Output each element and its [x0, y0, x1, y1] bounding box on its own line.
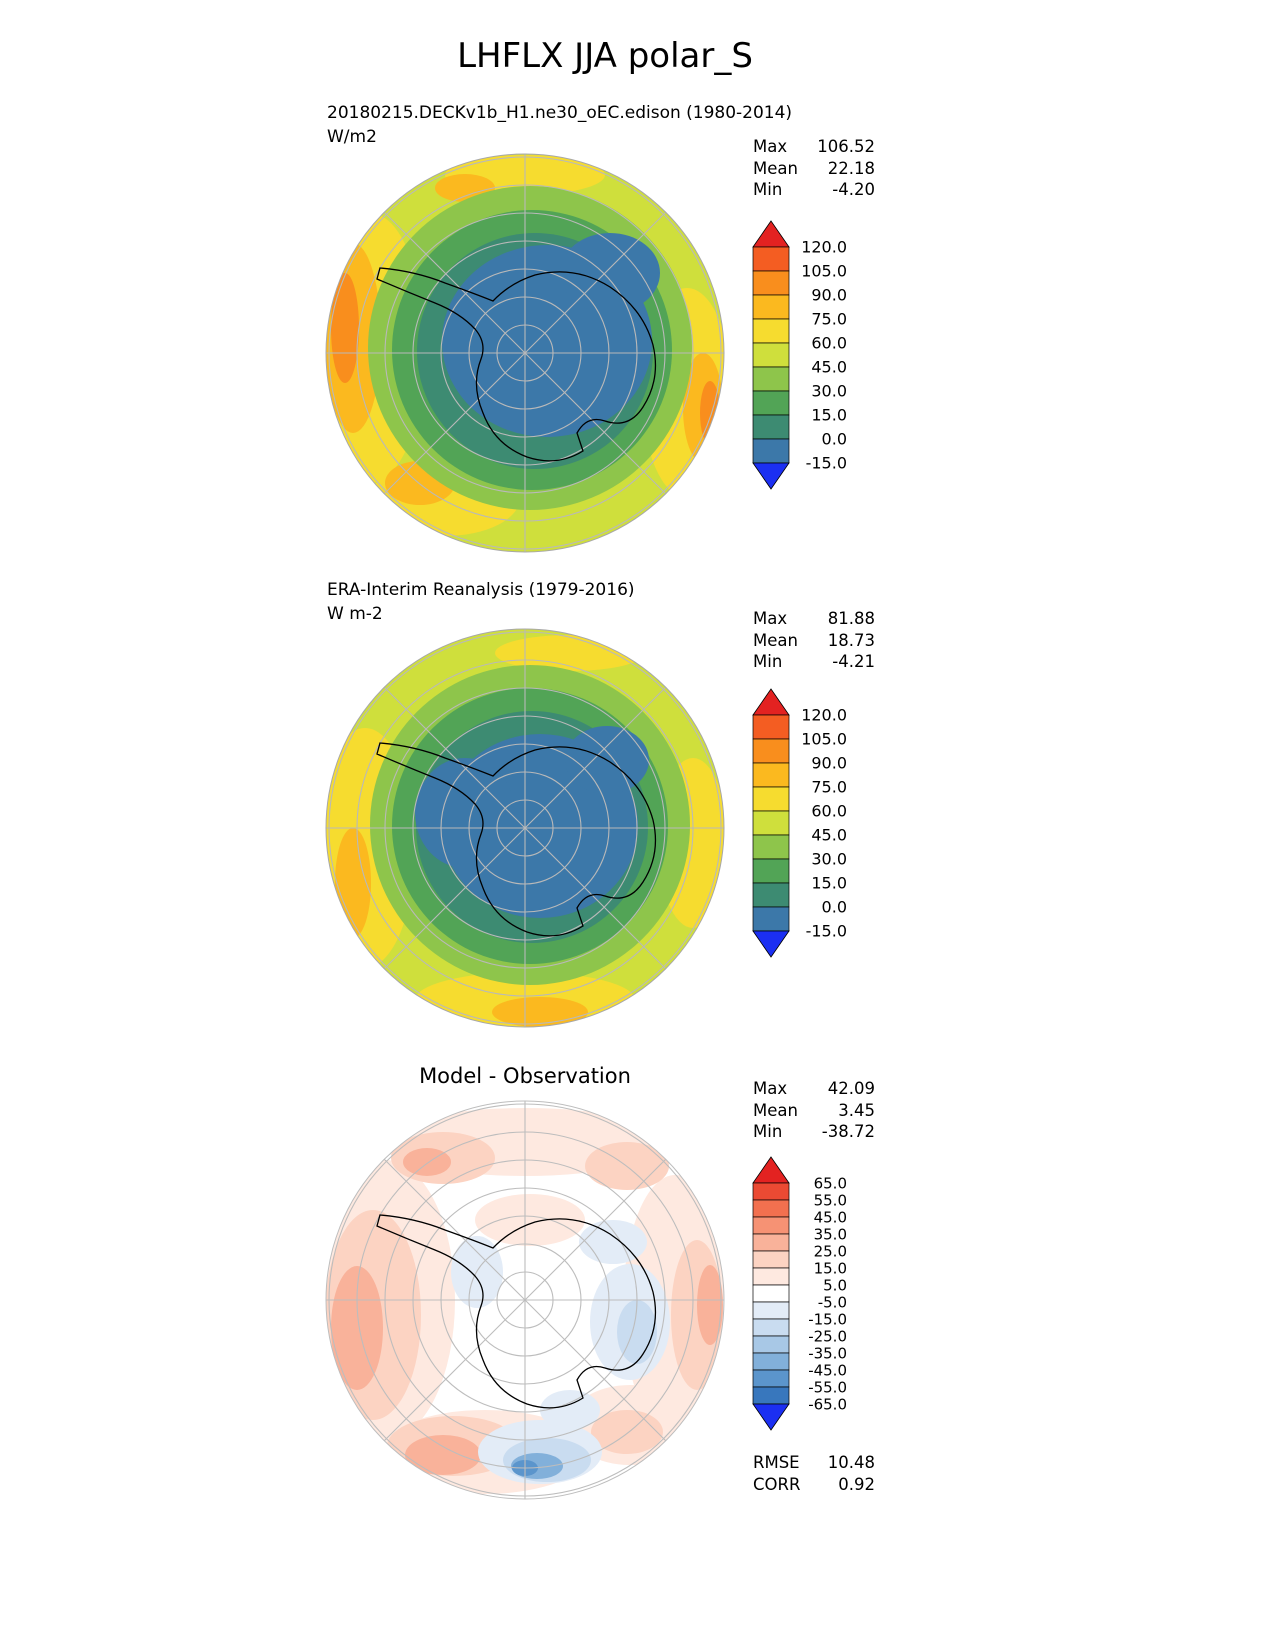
stat-row-max: Max 81.88	[753, 608, 875, 630]
colorbar-tick-label: 65.0	[814, 1174, 847, 1192]
graticule	[326, 1101, 724, 1499]
colorbar-tick-label: -15.0	[806, 922, 847, 941]
colorbar-tick-label: 105.0	[801, 262, 847, 281]
colorbar-tick-label: 120.0	[801, 706, 847, 725]
colorbar-tick-label: 105.0	[801, 730, 847, 749]
colorbar-tick-label: 15.0	[811, 874, 847, 893]
colorbar-tick-label: 35.0	[814, 1225, 847, 1243]
colorbar-tick-label: -25.0	[808, 1327, 847, 1345]
colorbar-tick-label: 25.0	[814, 1242, 847, 1260]
stat-row-mean: Mean 22.18	[753, 158, 875, 180]
panel3-metrics: RMSE 10.48 CORR 0.92	[753, 1452, 875, 1495]
colorbar-tick-label: 30.0	[811, 850, 847, 869]
figure-title: LHFLX JJA polar_S	[457, 36, 753, 76]
stat-value-min: -4.21	[832, 652, 875, 671]
metric-label-corr: CORR	[753, 1474, 801, 1494]
colorbar-tick-label: 0.0	[822, 430, 847, 449]
panel2-stats: Max 81.88 Mean 18.73 Min -4.21	[753, 608, 875, 673]
metric-row-rmse: RMSE 10.48	[753, 1452, 875, 1474]
metric-label-rmse: RMSE	[753, 1453, 800, 1472]
colorbar-tick-label: -15.0	[808, 1310, 847, 1328]
stat-value-mean: 22.18	[827, 158, 875, 178]
colorbar-tick-label: 45.0	[814, 1208, 847, 1226]
stat-label-min: Min	[753, 652, 783, 671]
stat-label-max: Max	[753, 1079, 788, 1098]
stat-value-max: 81.88	[827, 609, 875, 628]
colorbar-tick-label: -35.0	[808, 1344, 847, 1362]
panel3-stats: Max 42.09 Mean 3.45 Min -38.72	[753, 1078, 875, 1143]
stat-value-max: 106.52	[817, 137, 875, 156]
panel2-units: W m-2	[327, 604, 383, 624]
stat-value-min: -4.20	[832, 180, 875, 199]
stat-label-mean: Mean	[753, 630, 798, 650]
graticule	[326, 154, 724, 552]
stat-row-mean: Mean 18.73	[753, 630, 875, 652]
map-obs-fill	[326, 629, 724, 1027]
stat-row-min: Min -38.72	[753, 1121, 875, 1143]
antarctica-coastline	[376, 742, 657, 937]
stat-label-max: Max	[753, 609, 788, 628]
metric-value-rmse: 10.48	[827, 1453, 875, 1472]
stat-label-max: Max	[753, 137, 788, 156]
colorbar-tick-label: 75.0	[811, 310, 847, 329]
stat-value-mean: 3.45	[838, 1100, 875, 1120]
colorbar-tick-label: -15.0	[806, 454, 847, 473]
colorbar-tick-label: 45.0	[811, 358, 847, 377]
panel3-subtitle: Model - Observation	[419, 1064, 631, 1088]
colorbar-tick-label: -65.0	[808, 1395, 847, 1413]
colorbar-tick-label: 15.0	[811, 406, 847, 425]
colorbar-tick-label: 0.0	[822, 898, 847, 917]
colorbar-tick-label: -5.0	[818, 1293, 847, 1311]
map-obs-polar-south	[325, 628, 725, 1028]
panel1-subtitle: 20180215.DECKv1b_H1.ne30_oEC.edison (198…	[327, 103, 793, 123]
map-model-fill	[326, 154, 724, 552]
stat-label-min: Min	[753, 180, 783, 199]
antarctica-coastline	[376, 267, 657, 462]
colorbar-obs: 120.0 105.0 90.0 75.0 60.0 45.0 30.0 15.0 0.0 -15…	[752, 688, 912, 964]
panel2-subtitle: ERA-Interim Reanalysis (1979-2016)	[327, 580, 635, 600]
colorbar-tick-label: 30.0	[811, 382, 847, 401]
colorbar-tick-label: 5.0	[823, 1276, 847, 1294]
stat-label-min: Min	[753, 1122, 783, 1141]
colorbar-tick-label: 60.0	[811, 802, 847, 821]
panel1-stats: Max 106.52 Mean 22.18 Min -4.20	[753, 136, 875, 201]
map-diff-polar-south	[325, 1100, 725, 1500]
graticule	[326, 629, 724, 1027]
colorbar-tick-label: 55.0	[814, 1191, 847, 1209]
stat-value-min: -38.72	[821, 1122, 875, 1141]
antarctica-coastline	[376, 1214, 657, 1409]
colorbar-tick-label: -45.0	[808, 1361, 847, 1379]
colorbar-tick-label: 90.0	[811, 754, 847, 773]
stat-label-mean: Mean	[753, 158, 798, 178]
colorbar-tick-label: 90.0	[811, 286, 847, 305]
stat-label-mean: Mean	[753, 1100, 798, 1120]
stat-row-max: Max 106.52	[753, 136, 875, 158]
stat-row-min: Min -4.20	[753, 179, 875, 201]
colorbar-tick-label: 120.0	[801, 238, 847, 257]
panel1-units: W/m2	[327, 127, 377, 147]
map-model-polar-south	[325, 153, 725, 553]
colorbar-tick-label: -55.0	[808, 1378, 847, 1396]
metric-value-corr: 0.92	[838, 1474, 875, 1494]
colorbar-tick-label: 15.0	[814, 1259, 847, 1277]
colorbar-tick-label: 75.0	[811, 778, 847, 797]
colorbar-diff: 65.0 55.0 45.0 35.0 25.0 15.0 5.0 -5.0 -15.0 -25.…	[752, 1156, 912, 1437]
stat-row-min: Min -4.21	[753, 651, 875, 673]
metric-row-corr: CORR 0.92	[753, 1474, 875, 1496]
stat-value-mean: 18.73	[827, 630, 875, 650]
colorbar-tick-label: 60.0	[811, 334, 847, 353]
stat-row-max: Max 42.09	[753, 1078, 875, 1100]
map-diff-fill	[326, 1101, 724, 1499]
colorbar-model: 120.0 105.0 90.0 75.0 60.0 45.0 30.0 15.0 0.0 -15…	[752, 220, 912, 496]
stat-value-max: 42.09	[827, 1079, 875, 1098]
stat-row-mean: Mean 3.45	[753, 1100, 875, 1122]
colorbar-tick-label: 45.0	[811, 826, 847, 845]
